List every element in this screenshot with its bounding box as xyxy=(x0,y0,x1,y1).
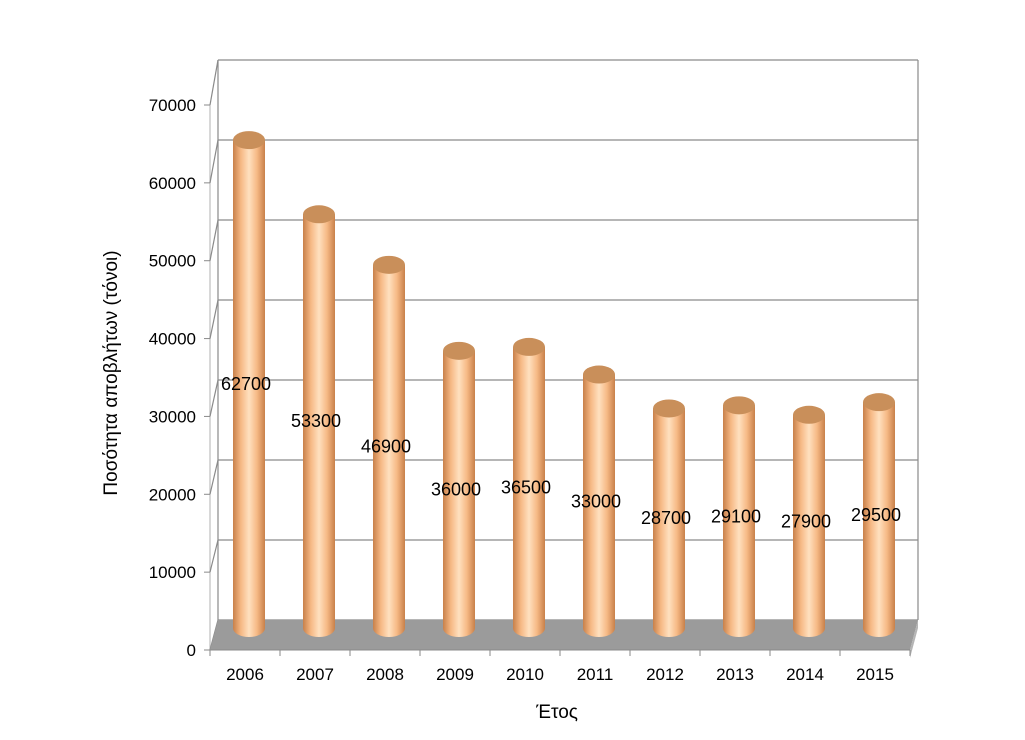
data-label: 29500 xyxy=(851,505,901,525)
x-tick-label: 2007 xyxy=(296,665,334,684)
bar-2007 xyxy=(303,205,335,637)
y-tick-label: 60000 xyxy=(149,174,196,193)
gridline-diagonal xyxy=(209,459,219,495)
y-tick-label: 30000 xyxy=(149,407,196,426)
data-label: 36000 xyxy=(431,479,481,499)
bar-body xyxy=(443,350,475,637)
bar-top xyxy=(583,365,615,384)
gridline-diagonal xyxy=(209,59,219,106)
gridline-diagonal xyxy=(209,219,219,261)
data-label: 62700 xyxy=(221,374,271,394)
data-label: 36500 xyxy=(501,477,551,497)
x-tick-label: 2006 xyxy=(226,665,264,684)
x-tick-label: 2008 xyxy=(366,665,404,684)
bar-top xyxy=(443,341,475,360)
bar-top xyxy=(723,396,755,415)
gridline-diagonal xyxy=(209,539,219,573)
bar-2010 xyxy=(513,337,545,637)
bar-body xyxy=(653,408,685,637)
bar-top xyxy=(653,399,685,418)
bar-top xyxy=(513,337,545,356)
data-label: 46900 xyxy=(361,436,411,456)
bar-top xyxy=(373,255,405,274)
bar-top xyxy=(233,131,265,150)
y-tick-label: 10000 xyxy=(149,563,196,582)
bar-2014 xyxy=(793,405,825,637)
bar-2009 xyxy=(443,341,475,637)
y-axis-label: Ποσότητα αποβλήτων (τόνοι) xyxy=(101,250,122,495)
gridline-diagonal xyxy=(209,379,219,417)
bars-group xyxy=(233,131,895,637)
bar-body xyxy=(513,346,545,637)
x-tick-label: 2011 xyxy=(577,665,614,684)
y-axis-ticks: 0 10000 20000 30000 40000 50000 60000 70000 xyxy=(149,96,210,660)
bar-top xyxy=(793,405,825,424)
x-tick-label: 2015 xyxy=(856,665,894,684)
data-label: 28700 xyxy=(641,508,691,528)
x-tick-label: 2014 xyxy=(786,665,824,684)
bar-body xyxy=(233,140,265,637)
bar-body xyxy=(583,374,615,637)
data-label: 53300 xyxy=(291,411,341,431)
x-axis-ticks: 2006 2007 2008 2009 2010 2011 2012 2013 2014 2015 xyxy=(209,649,911,684)
bar-body xyxy=(373,264,405,637)
floor-side xyxy=(910,620,918,658)
bar-body xyxy=(863,402,895,637)
bar-body xyxy=(303,214,335,637)
x-axis-label: Έτος xyxy=(535,702,578,723)
bar-body xyxy=(793,414,825,637)
bar-body xyxy=(723,405,755,637)
bar-2006 xyxy=(233,131,265,637)
y-tick-label: 20000 xyxy=(149,485,196,504)
gridline-diagonal xyxy=(209,299,219,339)
data-label: 27900 xyxy=(781,511,831,531)
bar-top xyxy=(303,205,335,224)
data-labels: 62700 53300 46900 36000 36500 33000 28700 29100… xyxy=(221,374,901,531)
data-label: 29100 xyxy=(711,507,761,527)
bar-2013 xyxy=(723,396,755,637)
bar-top xyxy=(863,393,895,412)
x-tick-label: 2013 xyxy=(716,665,754,684)
y-tick-label: 0 xyxy=(187,641,196,660)
gridline-diagonal xyxy=(209,139,219,183)
bar-2012 xyxy=(653,399,685,637)
y-tick-label: 70000 xyxy=(149,96,196,115)
plot-frame xyxy=(209,60,919,650)
data-label: 33000 xyxy=(571,491,621,511)
bar-2011 xyxy=(583,365,615,637)
y-tick-label: 50000 xyxy=(149,252,196,271)
x-tick-label: 2010 xyxy=(506,665,544,684)
bar-2008 xyxy=(373,255,405,637)
x-tick-label: 2009 xyxy=(436,665,474,684)
bar-2015 xyxy=(863,393,895,637)
y-tick-label: 40000 xyxy=(149,330,196,349)
x-tick-label: 2012 xyxy=(646,665,684,684)
